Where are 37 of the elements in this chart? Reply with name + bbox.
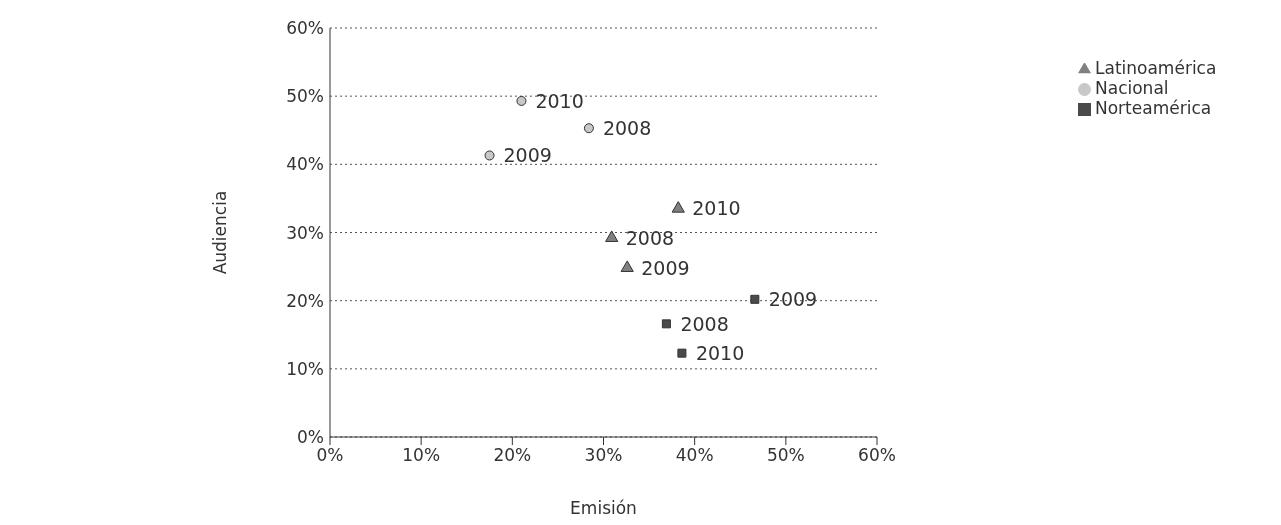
annotation: 2009 [503,144,552,167]
annotation: 2009 [641,256,690,279]
point [677,348,687,358]
y-tick-label: 30% [286,222,324,243]
point [750,294,760,304]
x-tick-label: 40% [675,445,714,466]
point [516,95,527,106]
annotation: 2008 [680,312,729,335]
point [605,230,619,242]
point [671,201,685,213]
y-tick-label: 50% [286,86,324,107]
y-tick-label: 60% [286,18,324,39]
x-tick-label: 0% [316,445,344,466]
x-tick-label: 20% [493,445,532,466]
y-axis-title: Audiencia [210,190,231,275]
annotation: 2010 [692,197,741,220]
legend-label: Norteamérica [1095,98,1212,118]
x-tick-label: 30% [584,445,623,466]
x-tick-label: 50% [766,445,805,466]
point [620,260,634,272]
annotation: 2008 [625,226,675,249]
legend-label: Nacional [1095,78,1169,98]
annotation: 2010 [535,89,584,112]
x-tick-label: 10% [402,445,441,466]
y-tick-label: 20% [286,290,324,311]
annotation: 2008 [602,116,652,139]
legend-label: Latinoamérica [1095,58,1217,78]
point [484,150,495,161]
annotation: 2009 [768,288,818,311]
annotation: 2010 [695,341,745,364]
point [661,319,671,329]
y-tick-label: 40% [286,154,324,175]
x-axis-title: Emisión [570,498,637,518]
point [583,123,594,134]
x-tick-label: 60% [858,445,896,466]
y-tick-label: 0% [297,427,324,448]
y-tick-label: 10% [286,358,324,379]
